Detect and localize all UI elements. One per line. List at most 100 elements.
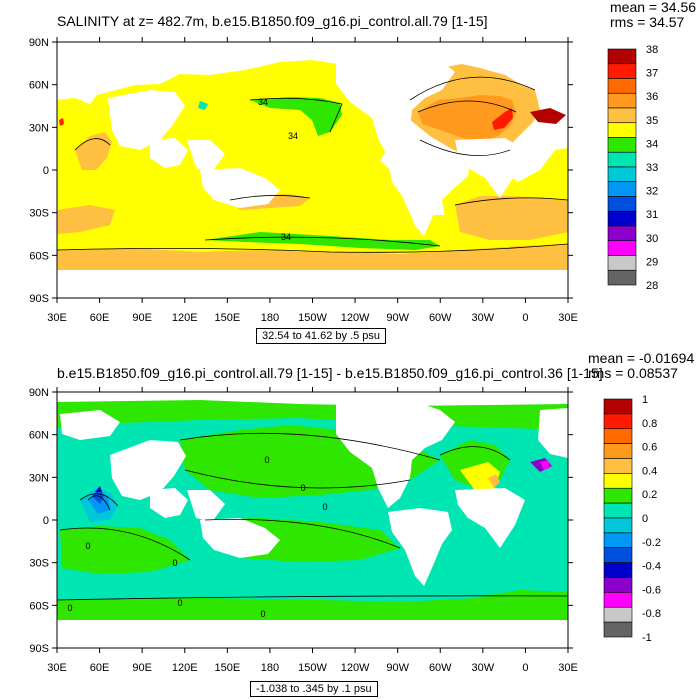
colorbar-swatch — [603, 398, 633, 415]
x-tick-label: 90W — [386, 662, 409, 674]
colorbar-swatch — [607, 107, 637, 124]
colorbar-swatch — [607, 92, 637, 109]
x-tick-label: 60W — [429, 312, 452, 324]
y-tick-label: 30S — [29, 558, 49, 570]
med-red — [530, 108, 566, 124]
colorbar-swatch — [603, 502, 633, 519]
atlantic-core — [418, 95, 516, 142]
colorbar-label: 29 — [646, 256, 658, 268]
x-tick-label: 30W — [472, 662, 495, 674]
colorbar-swatch — [607, 63, 637, 79]
x-tick-label: 90E — [132, 312, 152, 324]
colorbar-swatch — [607, 255, 637, 271]
colorbar-label: -0.4 — [642, 561, 661, 573]
colorbar-swatch — [607, 78, 637, 94]
south-atlantic-high — [455, 196, 568, 240]
x-tick-label: 90E — [132, 662, 152, 674]
colorbar-label: 32 — [646, 186, 658, 198]
contour-label: 0 — [300, 483, 305, 493]
colorbar-swatch — [603, 487, 633, 504]
colorbar-swatch — [603, 473, 633, 489]
panel1-mean: mean = 34.56 — [610, 0, 697, 15]
contour-label: 0 — [260, 609, 265, 619]
bay-of-bengal — [198, 101, 208, 110]
colorbar-swatch — [603, 562, 633, 578]
indian-ocean-west — [57, 205, 115, 234]
arabian-sea — [75, 132, 112, 170]
red-sea — [59, 118, 64, 126]
colorbar-swatch — [603, 458, 633, 474]
contour-label: 0 — [172, 558, 177, 568]
x-tick-label: 0 — [522, 662, 528, 674]
salinity-field — [57, 42, 568, 298]
colorbar-swatch — [607, 240, 637, 256]
x-tick-label: 60E — [90, 312, 110, 324]
x-tick-label: 90W — [386, 312, 409, 324]
y-tick-label: 60S — [29, 600, 49, 612]
x-tick-label: 120E — [172, 662, 198, 674]
x-tick-label: 60E — [90, 662, 110, 674]
x-tick-label: 30W — [472, 312, 495, 324]
contour-label: 34 — [288, 131, 298, 141]
colorbar-label: 37 — [646, 68, 658, 80]
diff-med-pink — [540, 460, 550, 470]
x-tick-label: 150W — [298, 662, 327, 674]
y-tick-label: 90N — [29, 387, 49, 399]
contour-label: 0 — [322, 502, 327, 512]
x-tick-label: 180 — [261, 662, 279, 674]
colorbar-label: 38 — [646, 44, 658, 56]
panel2-range-note: -1.038 to .345 by .1 psu — [250, 681, 378, 697]
y-tick-label: 30S — [29, 208, 49, 220]
colorbar-swatch — [607, 137, 637, 153]
colorbar-swatch — [607, 225, 637, 242]
colorbar-label: 36 — [646, 91, 658, 103]
colorbar-swatch — [603, 517, 633, 534]
colorbar-label: 30 — [646, 233, 658, 245]
colorbar-swatch — [607, 210, 637, 227]
panel2-mean: mean = -0.01694 — [588, 350, 695, 366]
y-tick-label: 90S — [29, 643, 49, 655]
y-tick-label: 0 — [43, 515, 49, 527]
colorbar-swatch — [607, 151, 637, 168]
colorbar-swatch — [607, 196, 637, 212]
y-tick-label: 60N — [29, 430, 49, 442]
colorbar-label: -0.8 — [642, 608, 661, 620]
colorbar-label: -0.6 — [642, 584, 661, 596]
colorbar-label: 28 — [646, 280, 658, 292]
y-tick-label: 0 — [43, 165, 49, 177]
colorbar-swatch — [603, 532, 633, 549]
diff-atlantic-warm — [460, 462, 500, 492]
diff-atlantic-hot — [488, 474, 500, 488]
diff-indian-ocean — [60, 526, 190, 574]
colorbar-label: 0.2 — [642, 489, 657, 501]
y-tick-label: 90S — [29, 293, 49, 305]
colorbar-swatch — [607, 48, 637, 65]
colorbar-swatch — [603, 443, 633, 459]
contour-label: 0 — [67, 603, 72, 613]
x-tick-label: 150E — [214, 312, 240, 324]
x-tick-label: 180 — [261, 312, 279, 324]
colorbar-label: 0.6 — [642, 442, 657, 454]
colorbar-swatch — [607, 181, 637, 197]
colorbar-swatch — [603, 592, 633, 608]
north-pacific-low — [250, 97, 342, 136]
x-tick-label: 30E — [47, 662, 67, 674]
colorbar-label: 33 — [646, 162, 658, 174]
colorbar-swatch — [607, 122, 637, 138]
x-tick-label: 120E — [172, 312, 198, 324]
x-tick-label: 120W — [341, 312, 370, 324]
panel1-range-note: 32.54 to 41.62 by .5 psu — [256, 328, 387, 344]
southern-orange — [57, 244, 568, 275]
colorbar-label: 1 — [642, 394, 648, 406]
x-tick-label: 0 — [522, 312, 528, 324]
colorbar-swatch — [603, 621, 633, 638]
y-tick-label: 60S — [29, 250, 49, 262]
colorbar-swatch — [603, 547, 633, 563]
colorbar-swatch — [603, 606, 633, 623]
colorbar-label: 0.8 — [642, 418, 657, 430]
panel2-title: b.e15.B1850.f09_g16.pi_control.all.79 [1… — [57, 365, 603, 381]
panel1-title: SALINITY at z= 482.7m, b.e15.B1850.f09_g… — [57, 13, 488, 29]
colorbar-swatch — [607, 166, 637, 183]
contour-label: 0 — [177, 598, 182, 608]
